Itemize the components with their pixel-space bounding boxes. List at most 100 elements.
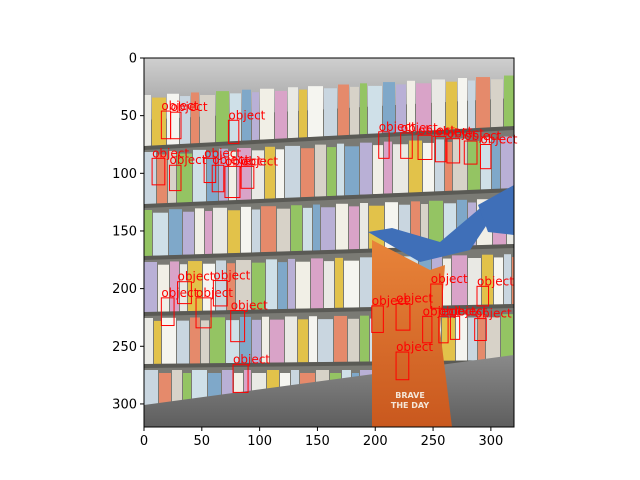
detection-label: object [475, 307, 512, 321]
detection-label: object [161, 286, 198, 300]
product-block [457, 199, 467, 246]
product-block [315, 144, 326, 197]
product-block [154, 320, 161, 364]
product-block [368, 85, 382, 134]
product-block [486, 317, 500, 361]
product-block [168, 150, 176, 203]
product-block [144, 95, 151, 146]
detection-label: object [480, 132, 517, 146]
detection-box [203, 157, 217, 184]
detection-box [400, 132, 413, 159]
product-block [144, 262, 157, 312]
x-tick-label: 250 [421, 434, 446, 449]
product-block [183, 211, 194, 255]
y-tick-label: 200 [112, 282, 137, 297]
product-block [491, 79, 503, 128]
detection-label: object [464, 129, 501, 143]
product-block [445, 141, 452, 191]
detection-label: object [152, 146, 189, 160]
product-block [277, 208, 290, 252]
product-block [369, 205, 384, 249]
product-block [344, 260, 359, 308]
x-tick-label: 100 [247, 434, 272, 449]
product-block [311, 258, 323, 309]
detection-box [227, 119, 240, 144]
product-block [298, 319, 308, 363]
detection-label: object [396, 292, 433, 306]
detection-box [212, 280, 228, 307]
product-block [262, 316, 269, 363]
product-block [242, 89, 251, 141]
product-block [337, 143, 344, 196]
product-block [360, 315, 369, 362]
product-block [435, 139, 444, 192]
product-block [411, 201, 420, 248]
product-block [504, 254, 511, 305]
detection-label: object [233, 353, 270, 367]
x-tick-label: 200 [363, 434, 388, 449]
product-block [291, 205, 302, 252]
detection-label: object [171, 100, 208, 114]
product-block [203, 263, 215, 311]
product-block [201, 320, 209, 364]
product-block [144, 210, 152, 256]
detection-box [438, 315, 449, 344]
product-block [227, 263, 235, 311]
y-tick-label: 250 [112, 340, 137, 355]
product-block [172, 370, 182, 414]
detection-box [446, 138, 461, 164]
y-tick-label: 100 [112, 167, 137, 182]
detection-box [434, 135, 447, 163]
product-block [299, 89, 307, 138]
product-block [180, 264, 187, 312]
product-block [345, 146, 359, 196]
sign-text-line2: THE DAY [391, 401, 429, 410]
x-axis: 0 50 100 150 200 250 300 [140, 427, 503, 449]
detection-box [476, 285, 490, 307]
product-block [213, 207, 227, 254]
detection-box [463, 140, 478, 165]
product-block [252, 209, 260, 253]
display-stand: BRAVE THE DAY [368, 185, 514, 427]
product-block [266, 259, 277, 310]
product-block [452, 255, 467, 306]
product-block [216, 91, 229, 143]
product-block [313, 204, 320, 251]
product-block [210, 317, 225, 364]
product-block [252, 319, 261, 363]
y-tick-label: 0 [129, 52, 137, 67]
product-block [512, 257, 514, 305]
detection-label: object [435, 124, 472, 138]
product-block [180, 96, 190, 145]
detection-label: object [178, 270, 215, 284]
detection-box [395, 351, 410, 381]
product-block [492, 139, 500, 189]
product-block [481, 137, 491, 190]
detection-label: object [372, 294, 409, 308]
detection-label: object [423, 304, 460, 318]
detection-box [211, 164, 225, 193]
y-axis: 0 50 100 150 200 250 300 [112, 52, 144, 412]
x-tick-label: 150 [305, 434, 330, 449]
detection-label: object [379, 120, 416, 134]
product-block [407, 80, 415, 132]
detection-label: object [431, 272, 468, 286]
detection-label: object [231, 299, 268, 313]
product-block [494, 257, 503, 305]
detection-box [160, 297, 175, 327]
product-block [383, 82, 395, 134]
y-tick-label: 300 [112, 397, 137, 412]
product-block [456, 314, 467, 361]
detection-label: object [418, 123, 455, 137]
product-block [190, 317, 200, 364]
product-block [349, 206, 359, 250]
product-block [453, 138, 467, 191]
detection-label: object [212, 153, 249, 167]
product-block [324, 261, 334, 309]
product-block [308, 86, 323, 138]
product-block [278, 262, 287, 310]
product-block [360, 83, 367, 135]
detection-box [395, 303, 411, 331]
product-block [285, 145, 300, 198]
